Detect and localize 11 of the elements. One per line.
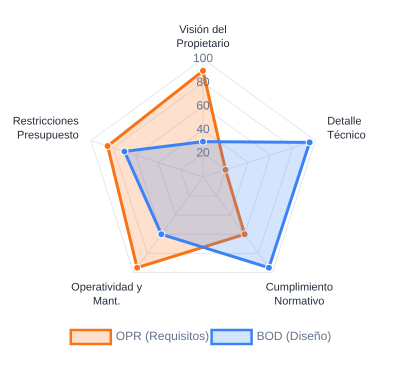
spoke-label: Operatividad y Mant. bbox=[71, 281, 143, 308]
legend-label: BOD (Diseño) bbox=[256, 329, 332, 344]
spoke-label: Detalle Técnico bbox=[327, 116, 366, 142]
spoke-label: Visión del Propietario bbox=[176, 24, 230, 50]
y-tick-label: 60 bbox=[196, 98, 210, 112]
spoke-label: Restricciones Presupuesto bbox=[12, 116, 80, 142]
y-tick-label: 100 bbox=[192, 51, 214, 66]
legend-label: OPR (Requisitos) bbox=[116, 329, 210, 344]
y-tick-label: 20 bbox=[196, 146, 210, 160]
y-tick-label: 40 bbox=[196, 122, 210, 136]
spoke-label: Cumplimiento Normativo bbox=[266, 281, 333, 308]
